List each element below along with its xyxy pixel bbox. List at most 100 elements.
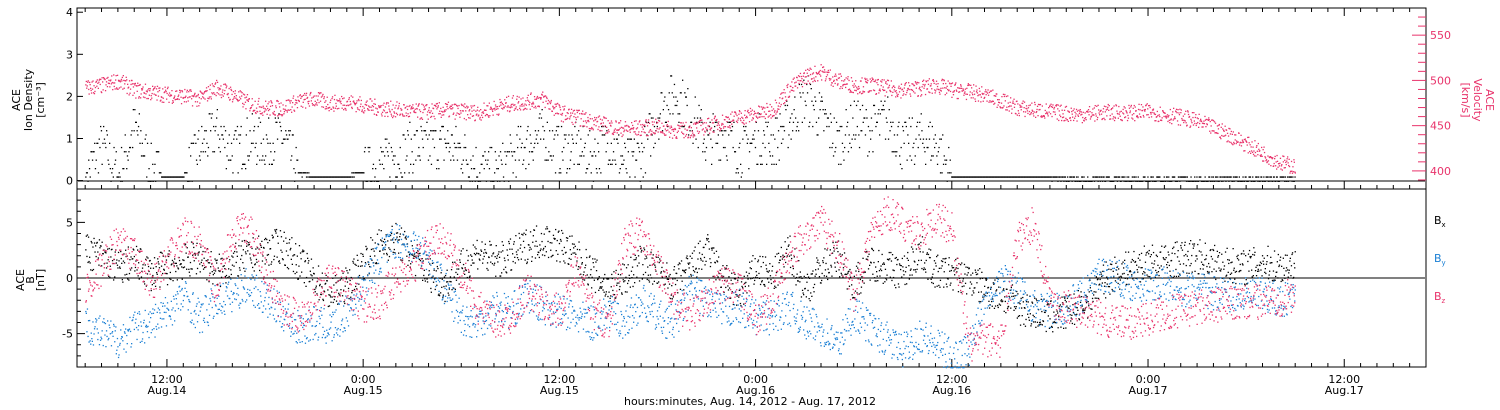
density-point <box>971 176 974 178</box>
velocity-point <box>735 120 738 122</box>
density-point <box>531 151 533 153</box>
density-point <box>757 163 759 165</box>
velocity-point <box>195 95 198 97</box>
bx-point <box>306 252 308 255</box>
velocity-point <box>395 104 397 107</box>
bx-point <box>114 276 116 278</box>
velocity-point <box>1014 103 1016 105</box>
velocity-point <box>1276 154 1278 157</box>
density-point <box>135 121 137 123</box>
velocity-point <box>312 96 314 98</box>
velocity-point <box>151 92 153 95</box>
bx-point <box>358 274 361 277</box>
density-point <box>645 121 647 123</box>
velocity-point <box>1244 138 1246 140</box>
density-point <box>758 113 760 115</box>
velocity-point <box>241 95 243 97</box>
velocity-point <box>221 94 223 96</box>
density-point <box>521 142 523 144</box>
bx-point <box>125 249 127 251</box>
density-point <box>1251 180 1253 182</box>
velocity-point <box>847 89 850 91</box>
density-point <box>723 130 725 132</box>
velocity-point <box>115 75 117 77</box>
velocity-point <box>416 108 418 110</box>
velocity-point <box>550 101 552 103</box>
density-point <box>829 113 832 115</box>
velocity-point <box>1263 146 1265 148</box>
velocity-point <box>1168 119 1170 121</box>
velocity-point <box>576 109 578 111</box>
bx-point <box>239 269 241 271</box>
density-point <box>696 121 698 123</box>
velocity-point <box>987 89 989 91</box>
density-point <box>359 172 361 174</box>
density-point <box>1060 180 1062 182</box>
density-point <box>789 121 791 123</box>
bx-point <box>189 261 192 264</box>
density-point <box>537 130 540 132</box>
velocity-point <box>1144 108 1146 111</box>
velocity-point <box>933 80 935 82</box>
velocity-point <box>1061 109 1063 111</box>
bx-point <box>275 228 278 231</box>
velocity-point <box>797 79 799 82</box>
density-point <box>676 104 678 107</box>
density-point <box>1091 180 1093 182</box>
plasma-data-points <box>85 64 1296 182</box>
velocity-point <box>1112 118 1114 120</box>
density-point <box>398 168 401 170</box>
velocity-point <box>719 126 721 129</box>
density-point <box>514 151 516 153</box>
velocity-point <box>169 95 171 97</box>
velocity-point <box>402 114 404 116</box>
velocity-point <box>334 107 337 109</box>
density-point <box>743 130 745 132</box>
bx-point <box>334 275 337 277</box>
velocity-point <box>1071 110 1073 113</box>
velocity-point <box>212 93 214 95</box>
bx-point <box>162 255 164 257</box>
velocity-point <box>781 92 783 94</box>
density-point <box>871 130 873 132</box>
density-point <box>168 176 170 178</box>
density-point <box>716 121 718 123</box>
velocity-point <box>1098 112 1100 114</box>
velocity-point <box>1143 116 1145 118</box>
density-point <box>884 138 887 140</box>
velocity-point <box>658 120 661 122</box>
bx-point <box>120 257 122 260</box>
density-point <box>857 100 859 102</box>
density-point <box>337 176 340 178</box>
density-point <box>129 146 132 149</box>
density-point <box>484 151 486 153</box>
density-point <box>580 155 583 157</box>
velocity-point <box>133 83 135 85</box>
density-point <box>872 151 874 153</box>
density-point <box>1287 180 1290 182</box>
density-point <box>932 155 934 157</box>
density-point <box>569 168 571 170</box>
velocity-point <box>620 132 622 134</box>
velocity-point <box>971 87 973 89</box>
velocity-point <box>758 105 760 107</box>
velocity-point <box>393 111 395 113</box>
bx-point <box>286 242 288 244</box>
velocity-point <box>809 73 812 76</box>
density-point <box>190 142 192 144</box>
velocity-point <box>222 89 224 91</box>
velocity-point <box>1096 105 1098 107</box>
velocity-point <box>839 73 842 75</box>
velocity-point <box>286 109 288 112</box>
velocity-point <box>166 92 168 95</box>
velocity-point <box>1105 106 1107 108</box>
density-point <box>826 117 829 119</box>
velocity-point <box>935 83 937 85</box>
velocity-point <box>317 95 319 97</box>
velocity-point <box>953 91 955 93</box>
density-point <box>908 117 910 119</box>
velocity-point <box>1182 115 1184 117</box>
velocity-point <box>787 83 789 86</box>
density-point <box>1290 176 1292 178</box>
velocity-point <box>331 96 334 98</box>
